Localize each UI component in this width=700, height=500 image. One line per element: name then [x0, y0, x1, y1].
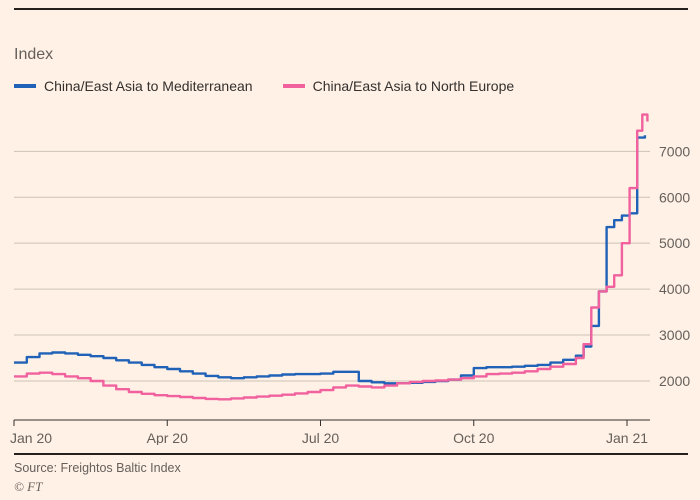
x-tick-label: Apr 20 [147, 430, 188, 445]
north-europe-line-swatch-icon [282, 84, 305, 88]
x-tick-label: Jan 20 [10, 430, 52, 445]
bottom-rule [14, 453, 688, 455]
page-title: Index [14, 46, 54, 63]
x-tick-label: Jul 20 [302, 430, 340, 445]
legend-item-north-europe: China/East Asia to North Europe [282, 78, 515, 94]
legend-label-mediterranean: China/East Asia to Mediterranean [44, 78, 253, 94]
y-tick-label: 2000 [659, 373, 690, 389]
x-tick-label: Jan 21 [606, 430, 648, 445]
chart-legend: China/East Asia to Mediterranean China/E… [14, 78, 514, 94]
y-tick-label: 7000 [659, 143, 690, 159]
y-tick-label: 4000 [659, 281, 690, 297]
series-line [14, 135, 647, 385]
y-tick-label: 5000 [659, 235, 690, 251]
y-tick-label: 6000 [659, 189, 690, 205]
mediterranean-line-swatch-icon [14, 84, 36, 88]
ft-logo: © FT [14, 479, 43, 494]
source-note: Source: Freightos Baltic Index [14, 461, 181, 475]
line-chart: 2000 3000 4000 5000 6000 7000 Jan 20 Apr 20 Jul … [10, 113, 690, 445]
x-tick-label: Oct 20 [453, 430, 494, 445]
legend-item-mediterranean: China/East Asia to Mediterranean [14, 78, 253, 94]
series-line [14, 113, 649, 401]
legend-label-north-europe: China/East Asia to North Europe [312, 78, 515, 94]
top-rule [14, 8, 688, 10]
y-tick-label: 3000 [659, 327, 690, 343]
